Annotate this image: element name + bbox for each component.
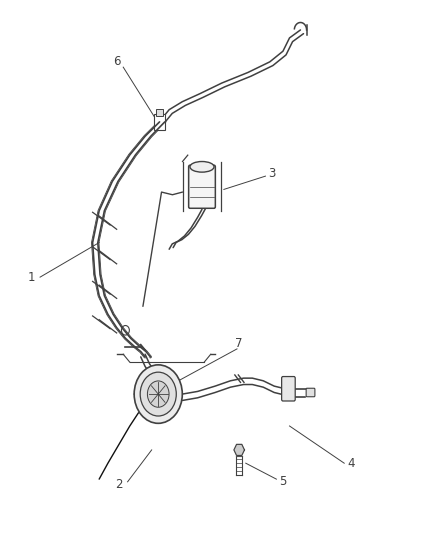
FancyBboxPatch shape <box>305 388 314 397</box>
Circle shape <box>147 381 169 407</box>
Text: 7: 7 <box>235 337 242 350</box>
FancyBboxPatch shape <box>188 165 215 208</box>
Polygon shape <box>233 445 244 455</box>
Text: 2: 2 <box>115 478 122 491</box>
Circle shape <box>140 372 176 416</box>
Text: 4: 4 <box>346 457 354 470</box>
FancyBboxPatch shape <box>281 376 294 401</box>
Circle shape <box>134 365 182 423</box>
FancyBboxPatch shape <box>155 109 162 116</box>
Ellipse shape <box>190 161 214 172</box>
Text: 3: 3 <box>268 167 275 180</box>
Text: 5: 5 <box>279 475 286 488</box>
Polygon shape <box>92 122 164 357</box>
Text: 1: 1 <box>28 271 35 284</box>
Text: 6: 6 <box>113 55 120 68</box>
FancyBboxPatch shape <box>153 114 165 130</box>
